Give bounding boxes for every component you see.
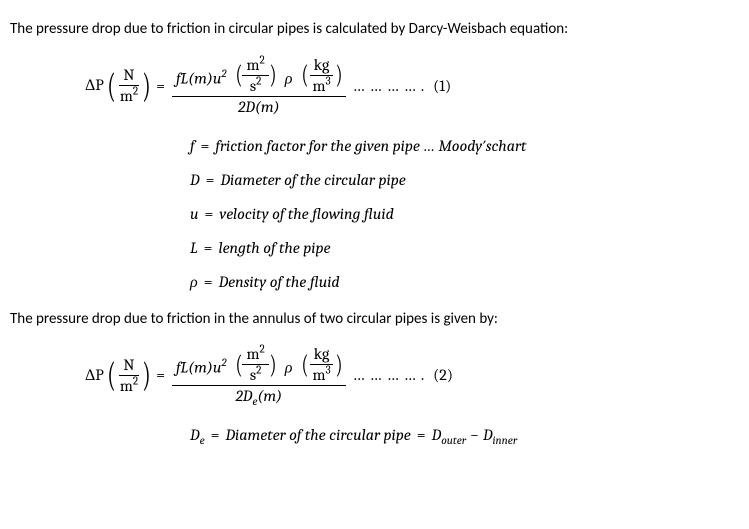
lhs-unit-denominator: m2 <box>116 86 142 106</box>
def-rho: ρ=Density of the fluid <box>190 273 739 292</box>
equation-number-2: (2) <box>433 366 453 384</box>
def-L: L=length of the pipe <box>190 239 739 257</box>
rhs-denominator: 2D(m) <box>234 97 284 117</box>
equation-2-formula: ΔP ( N m2 ) = fL(m)u2 ( m2 <box>85 344 739 406</box>
equation-1: ΔP ( N m2 ) = fL(m)u2 ( m2 <box>10 55 739 117</box>
equation-1-formula: ΔP ( N m2 ) = fL(m)u2 ( m2 <box>85 55 739 117</box>
equals-sign-2: = <box>156 366 165 384</box>
rhs2-numerator: fL(m)u2 ( m2 s2 ) ρ ( <box>172 344 346 386</box>
rhs-numerator: fL(m)u2 ( m2 s2 ) ρ ( <box>172 55 346 97</box>
page: The pressure drop due to friction in cir… <box>0 0 749 478</box>
equals-sign: = <box>156 77 165 95</box>
delta-p-symbol-2: ΔP <box>85 366 104 385</box>
equation-2: ΔP ( N m2 ) = fL(m)u2 ( m2 <box>10 344 739 406</box>
lhs-unit-paren: ( N m2 ) <box>108 65 150 106</box>
intro-paragraph-2: The pressure drop due to friction in the… <box>10 308 739 331</box>
lhs-unit-paren-2: ( N m2 ) <box>108 355 150 396</box>
equation-dots: … … … … . <box>353 77 426 95</box>
equation-1-definitions: f=friction factor for the given pipe … M… <box>190 137 739 292</box>
equation-2-definitions: De=Diameter of the circular pipe=Douter−… <box>190 426 739 444</box>
rhs2-fraction: fL(m)u2 ( m2 s2 ) ρ ( <box>172 344 346 406</box>
def-u: u=velocity of the flowing fluid <box>190 205 739 223</box>
equation-dots-2: … … … … . <box>353 366 426 384</box>
def-f: f=friction factor for the given pipe … M… <box>190 137 739 155</box>
def-D: D=Diameter of the circular pipe <box>190 171 739 189</box>
delta-p-symbol: ΔP <box>85 76 104 95</box>
rhs2-denominator: 2De(m) <box>231 386 286 406</box>
rhs-fraction: fL(m)u2 ( m2 s2 ) ρ ( <box>172 55 346 117</box>
lhs2-unit-numerator: N <box>119 355 138 376</box>
def-De: De=Diameter of the circular pipe=Douter−… <box>190 426 739 444</box>
intro-paragraph-1: The pressure drop due to friction in cir… <box>10 18 739 41</box>
equation-number: (1) <box>433 77 451 95</box>
lhs2-unit-denominator: m2 <box>116 376 142 396</box>
lhs-unit-numerator: N <box>119 65 138 86</box>
